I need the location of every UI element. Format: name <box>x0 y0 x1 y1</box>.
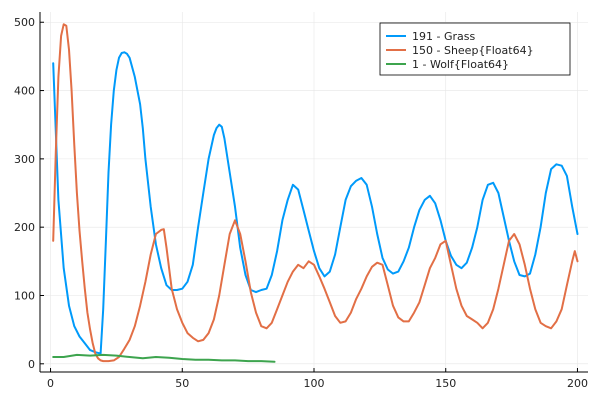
axes <box>39 12 588 373</box>
legend-label: 191 - Grass <box>412 30 475 43</box>
legend-label: 1 - Wolf{Float64} <box>412 58 509 71</box>
x-tick-label: 200 <box>567 377 588 390</box>
series-line-1 <box>52 51 579 355</box>
series-line-2 <box>52 23 579 363</box>
y-tick-label: 500 <box>14 16 35 29</box>
y-tick-label: 0 <box>28 358 35 371</box>
series-lines <box>52 23 579 363</box>
y-tick-label: 200 <box>14 221 35 234</box>
legend-box <box>379 22 571 76</box>
x-tick-label: 50 <box>175 377 189 390</box>
legend-label: 150 - Sheep{Float64} <box>412 44 534 57</box>
x-tick-label: 100 <box>304 377 325 390</box>
x-tick-label: 0 <box>47 377 54 390</box>
x-tick-label: 150 <box>435 377 456 390</box>
y-tick-label: 100 <box>14 289 35 302</box>
y-tick-label: 300 <box>14 153 35 166</box>
y-tick-label: 400 <box>14 85 35 98</box>
grid-lines <box>40 12 588 372</box>
tick-labels: 0 50 100 150 200 0 100 200 300 400 500 <box>14 16 588 390</box>
series-line-3 <box>52 353 276 363</box>
